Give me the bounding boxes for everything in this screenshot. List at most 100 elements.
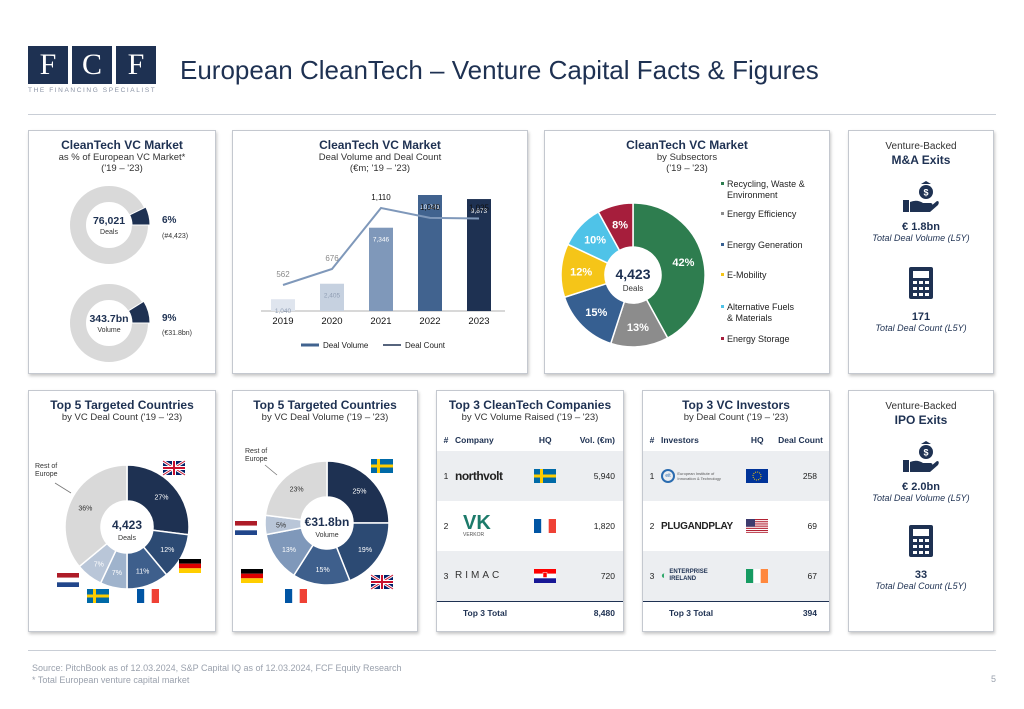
table-row: 2 VK VERKOR 1,820 <box>437 501 623 551</box>
share-sub: (€31.8bn) <box>162 330 192 337</box>
footnote: * Total European venture capital market <box>32 675 190 685</box>
col-count: Deal Count <box>778 435 823 445</box>
subsector-slice <box>632 202 706 340</box>
money-hand-icon: $ <box>849 181 993 215</box>
flag-germany-icon <box>241 569 263 583</box>
panel-companies: Top 3 CleanTech Companies by VC Volume R… <box>436 390 624 632</box>
total-label: Top 3 Total <box>437 600 530 625</box>
panel-title: Venture-Backed <box>885 401 957 412</box>
subsector-donut: 42% 13% 15% 12% 10% 8% 4,423 Deals Recycling,… <box>560 179 805 348</box>
panel-subtitle: Deal Volume and Deal Count <box>318 152 442 163</box>
legend-volume: Deal Volume <box>323 341 369 350</box>
count-label: 1,110 <box>371 193 391 202</box>
x-tick-label: 2021 <box>370 316 391 327</box>
rank: 2 <box>443 521 449 531</box>
chart-legend: Deal Volume Deal Count <box>301 341 446 350</box>
donut-value: 4,423 <box>112 518 142 532</box>
slice-pct: 13% <box>282 547 296 554</box>
slice-pct: 15% <box>585 307 607 319</box>
donut-value: €31.8bn <box>305 515 350 529</box>
panel-title: Top 3 VC Investors <box>682 398 790 412</box>
flag-uk-icon <box>162 459 186 477</box>
share-pct: 9% <box>162 313 177 324</box>
panel-market-share: CleanTech VC Market as % of European VC … <box>28 130 216 374</box>
rank: 3 <box>437 551 455 601</box>
total-value: 8,480 <box>561 600 623 625</box>
investors-table: # Investors HQ Deal Count 1 eit European… <box>643 429 829 625</box>
volume-bar <box>320 283 344 311</box>
slice-pct: 36% <box>78 505 92 512</box>
table-row: 1 eit European Institute of Innovation &… <box>643 451 829 501</box>
ma-count: 171 <box>911 311 931 323</box>
x-tick-label: 2019 <box>272 316 293 327</box>
col-volume: Vol. (€m) <box>579 435 615 445</box>
count-line <box>282 206 480 286</box>
legend-entry: Recycling, Waste & Environment <box>727 179 805 200</box>
panel-title: CleanTech VC Market <box>319 138 441 152</box>
deal-count: 69 <box>807 521 817 531</box>
volume-label: 7,346 <box>373 237 390 244</box>
logo-tagline: THE FINANCING SPECIALIST <box>28 87 157 94</box>
flag-eu-icon <box>746 469 769 483</box>
deal-count: 67 <box>769 551 829 601</box>
ipo-volume: € 2.0bn <box>902 481 940 493</box>
slice-pct: 13% <box>627 322 649 334</box>
slice-pct: 7% <box>112 570 122 577</box>
slice-pct: 12% <box>570 267 592 279</box>
share-sub: (#4,423) <box>162 233 188 240</box>
volume: 5,940 <box>561 451 623 501</box>
legend-entry: Alternative Fuels & Materials <box>727 302 795 323</box>
donut-label: Deals <box>623 284 643 293</box>
legend-swatch <box>721 337 724 340</box>
panel-subtitle: by VC Deal Count ('19 – '23) <box>61 412 183 423</box>
flag-germany-icon <box>179 559 201 573</box>
panel-volume-count: CleanTech VC Market Deal Volume and Deal… <box>232 130 528 374</box>
source-note: Source: PitchBook as of 12.03.2024, S&P … <box>32 663 402 673</box>
legend-swatch <box>721 212 724 215</box>
slice-pct: 5% <box>276 522 286 529</box>
panel-title-bold: M&A Exits <box>891 153 951 167</box>
legend-entry: Energy Storage <box>727 334 790 344</box>
slice-pct: 19% <box>358 547 372 554</box>
share-pct: 6% <box>162 215 177 226</box>
panel-subtitle: by VC Deal Volume ('19 – '23) <box>261 412 389 423</box>
x-tick-label: 2022 <box>419 316 440 327</box>
slice-pct: 25% <box>353 488 367 495</box>
panel-title: Top 3 CleanTech Companies <box>448 398 612 412</box>
page-title: European CleanTech – Venture Capital Fac… <box>180 55 819 85</box>
volume-bar <box>369 227 393 311</box>
panel-title: CleanTech VC Market <box>626 138 748 152</box>
slice-pct: 23% <box>290 486 304 493</box>
legend-swatch <box>721 273 724 276</box>
flag-usa-icon <box>746 519 769 533</box>
ipo-volume-label: Total Deal Volume (L5Y) <box>872 493 970 503</box>
count-label: 1,040 <box>420 203 441 212</box>
country-slice <box>64 464 128 568</box>
total-value: 394 <box>769 600 829 625</box>
flag-netherlands-icon <box>235 521 257 535</box>
countries-count-donut: 27% 12% 11% 7% 7% 36% 4,423 Deals Rest of Euro… <box>35 459 201 603</box>
donut-label: Deals <box>100 229 118 236</box>
panel-subtitle: by Subsectors <box>656 152 718 163</box>
legend-entry: Energy Efficiency <box>727 209 797 219</box>
panel-period: (€m; '19 – '23) <box>349 163 411 174</box>
share-arc <box>127 300 151 324</box>
ipo-count-label: Total Deal Count (L5Y) <box>875 581 967 591</box>
legend-entry: Energy Generation <box>727 240 803 250</box>
panel-subtitle: as % of European VC Market* <box>58 152 186 163</box>
legend-swatch <box>721 305 724 308</box>
rest-label: Rest of Europe <box>35 463 58 478</box>
country-slice <box>326 460 390 524</box>
col-investor: Investors <box>661 435 699 445</box>
col-hq: HQ <box>538 435 552 445</box>
investor-logo-enterprise-ireland: ◐ ENTERPRISE IRELAND <box>661 551 745 601</box>
table-row: 1 northvolt 5,940 <box>437 451 623 501</box>
donut-value: 343.7bn <box>89 313 128 325</box>
company-logo-rimac: RIMAC <box>455 551 530 601</box>
fcf-logo: F C F THE FINANCING SPECIALIST <box>28 46 156 94</box>
x-tick-label: 2020 <box>321 316 342 327</box>
flag-france-icon <box>137 589 159 603</box>
country-slice <box>264 460 328 521</box>
countries-volume-donut: 25% 19% 15% 13% 5% 23% €31.8bn Volume Rest of… <box>235 448 394 603</box>
volume-label: 9,873 <box>471 208 488 215</box>
